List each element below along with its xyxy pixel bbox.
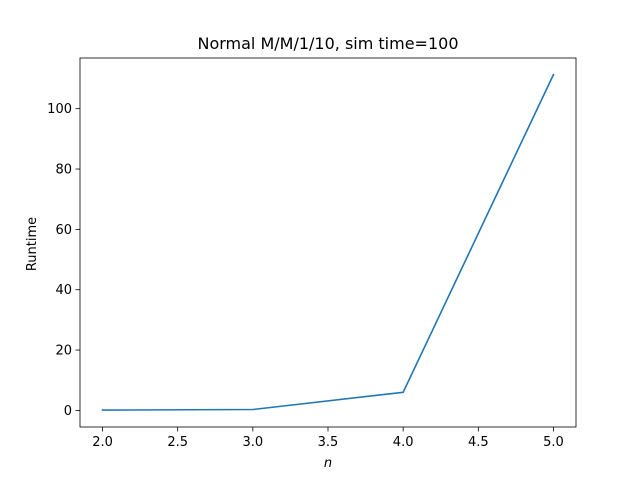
x-tick-label: 4.5 bbox=[468, 435, 489, 450]
x-tick-label: 2.0 bbox=[92, 435, 113, 450]
y-tick-label: 60 bbox=[55, 223, 72, 238]
chart-title: Normal M/M/1/10, sim time=100 bbox=[197, 34, 458, 53]
x-tick-label: 5.0 bbox=[543, 435, 564, 450]
y-axis-ticks: 0 20 40 60 80 100 bbox=[47, 102, 80, 419]
axes-frame bbox=[79, 57, 577, 428]
y-axis-label: Runtime bbox=[25, 217, 40, 271]
x-tick-label: 4.0 bbox=[393, 435, 414, 450]
plot-area bbox=[101, 73, 555, 411]
y-tick-label: 0 bbox=[64, 404, 72, 419]
x-tick-label: 2.5 bbox=[167, 435, 188, 450]
y-tick-label: 20 bbox=[55, 344, 72, 359]
y-tick-label: 100 bbox=[47, 102, 72, 117]
y-tick-label: 80 bbox=[55, 163, 72, 178]
x-tick-label: 3.0 bbox=[243, 435, 264, 450]
series-line-0 bbox=[101, 73, 555, 411]
x-axis-label: n bbox=[324, 456, 332, 471]
y-tick-label: 40 bbox=[55, 283, 72, 298]
x-tick-label: 3.5 bbox=[318, 435, 339, 450]
x-axis-ticks: 2.0 2.5 3.0 3.5 4.0 4.5 5.0 bbox=[92, 427, 564, 450]
